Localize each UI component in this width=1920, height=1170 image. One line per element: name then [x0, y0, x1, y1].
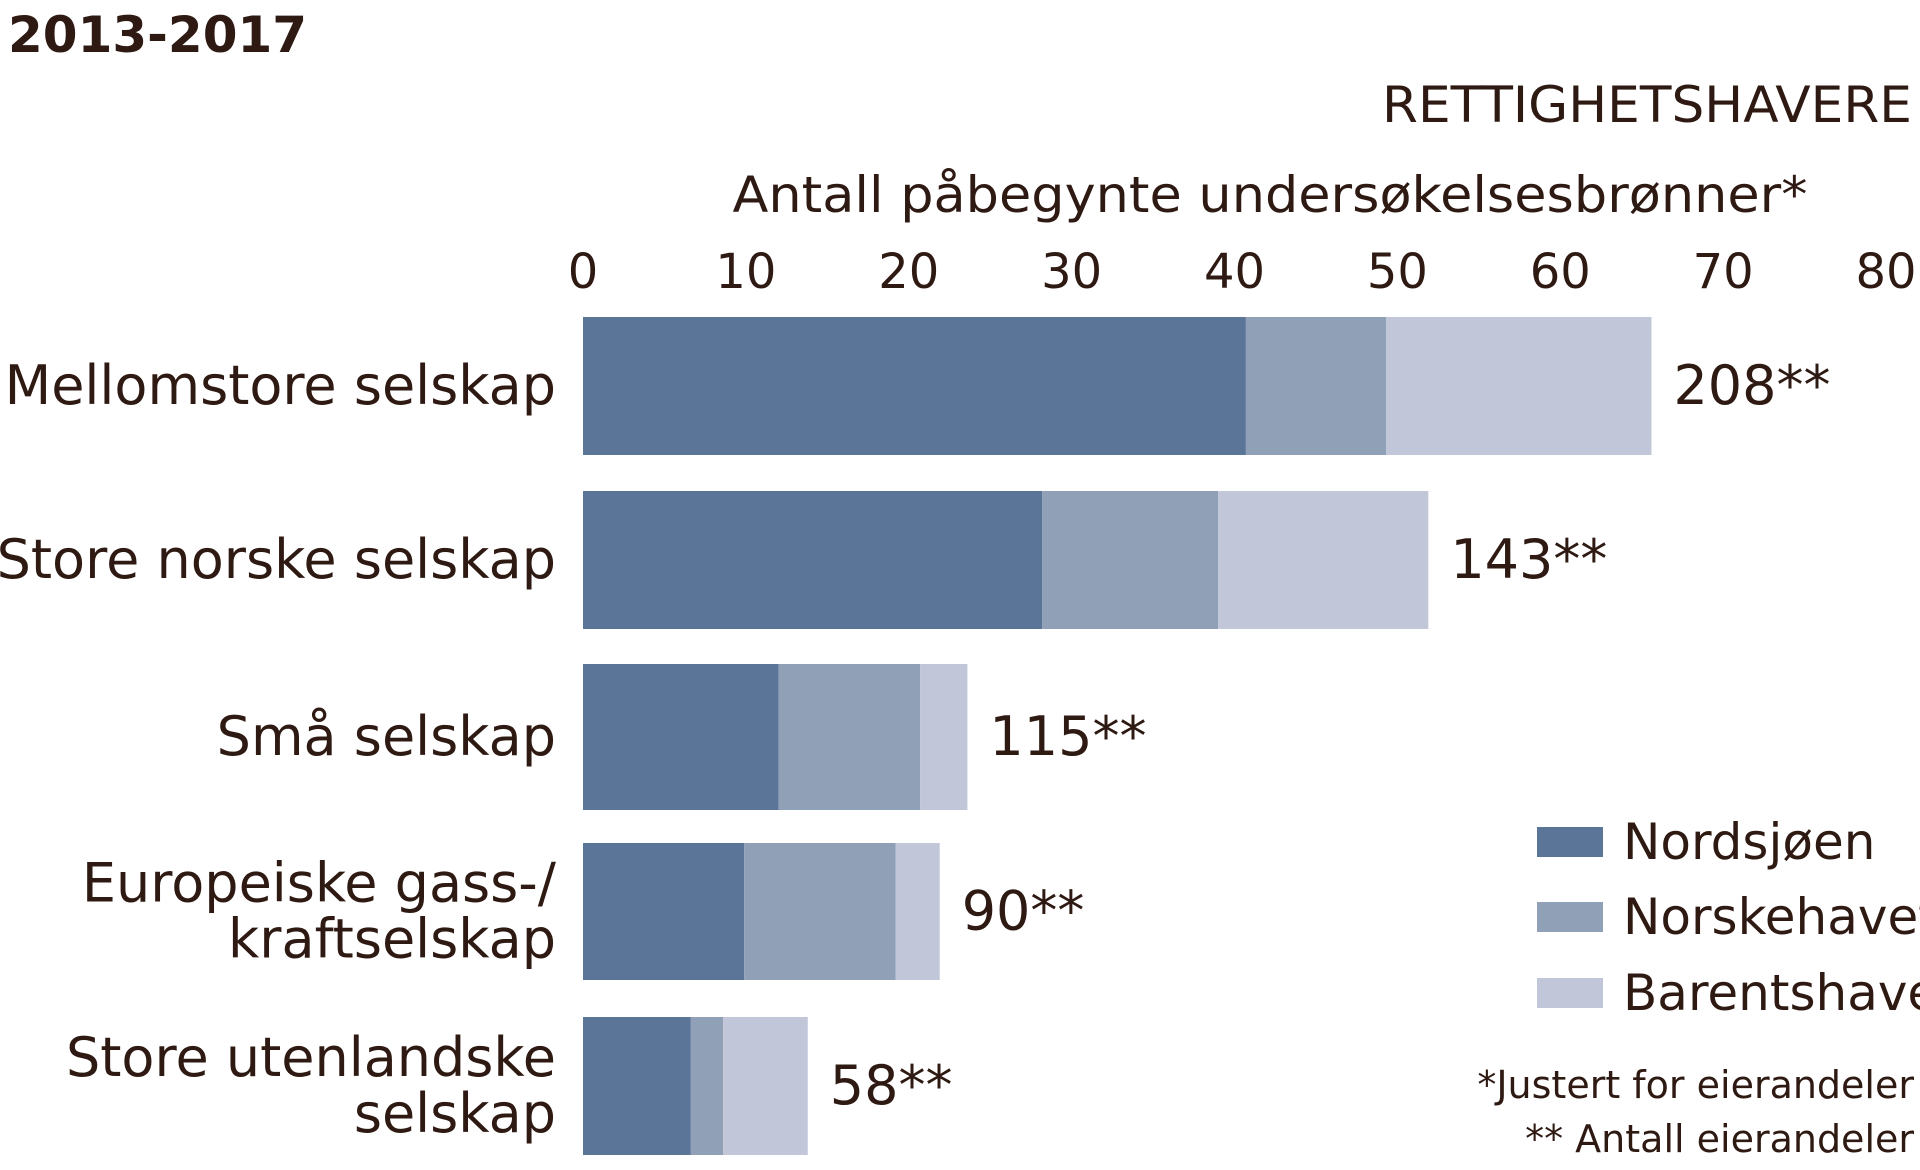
category-heading: RETTIGHETSHAVERE [1382, 76, 1912, 134]
bar-segment-barentshavet [920, 664, 968, 810]
bar-segment-nordsjøen [583, 843, 745, 980]
x-tick-label: 20 [878, 244, 939, 300]
bar-segment-norskehavet [778, 664, 921, 810]
bar-segment-norskehavet [1245, 317, 1386, 455]
category-label: Mellomstore selskap [5, 354, 556, 417]
period-label: 2013-2017 [8, 6, 307, 64]
bar-annotation: 115** [989, 705, 1146, 768]
bar-annotation: 90** [962, 880, 1085, 943]
bar-segment-nordsjøen [583, 491, 1043, 629]
x-tick-label: 70 [1693, 244, 1754, 300]
bar-segment-barentshavet [1385, 317, 1652, 455]
category-label: Store utenlandske [66, 1026, 556, 1089]
x-tick-label: 40 [1204, 244, 1265, 300]
legend-swatch [1537, 978, 1603, 1008]
legend-label: Barentshavet [1623, 964, 1920, 1022]
bar-segment-barentshavet [1218, 491, 1429, 629]
bar-segment-norskehavet [690, 1017, 724, 1155]
legend-swatch [1537, 827, 1603, 857]
footnote: *Justert for eierandeler [1477, 1063, 1914, 1107]
bar-segment-norskehavet [1042, 491, 1219, 629]
bar-segment-norskehavet [744, 843, 896, 980]
legend-swatch [1537, 902, 1603, 932]
bar-annotation: 143** [1450, 528, 1607, 591]
bar-annotation: 58** [830, 1054, 953, 1117]
bar-segment-nordsjøen [583, 317, 1246, 455]
footnote: ** Antall eierandeler [1525, 1117, 1914, 1161]
bar-segment-nordsjøen [583, 664, 779, 810]
category-label: Store norske selskap [0, 528, 556, 591]
x-tick-label: 10 [715, 244, 776, 300]
category-label: kraftselskap [228, 908, 556, 971]
x-tick-label: 60 [1530, 244, 1591, 300]
bar-segment-barentshavet [723, 1017, 808, 1155]
category-label: Små selskap [217, 705, 556, 768]
bar-annotation: 208** [1673, 354, 1830, 417]
x-tick-label: 80 [1855, 244, 1916, 300]
x-tick-label: 30 [1041, 244, 1102, 300]
bar-segment-nordsjøen [583, 1017, 691, 1155]
bar-segment-barentshavet [895, 843, 940, 980]
x-tick-label: 50 [1367, 244, 1428, 300]
legend-label: Nordsjøen [1623, 813, 1875, 871]
x-tick-label: 0 [568, 244, 599, 300]
legend-label: Norskehavet [1623, 888, 1920, 946]
category-label: Europeiske gass-/ [82, 852, 557, 915]
x-axis-title: Antall påbegynte undersøkelsesbrønner* [733, 166, 1808, 224]
category-label: selskap [354, 1082, 556, 1145]
